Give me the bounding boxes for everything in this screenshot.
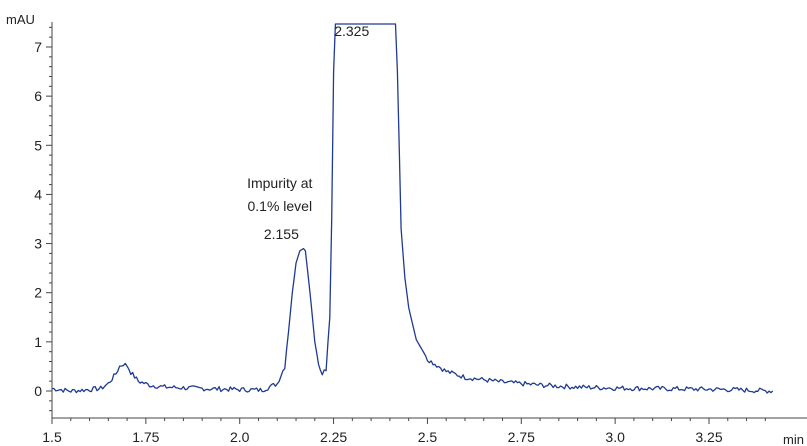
x-tick-label-0: 1.5 bbox=[42, 429, 62, 445]
impurity-annotation-line-1: Impurity at bbox=[247, 175, 312, 191]
chromatogram-trace bbox=[51, 23, 774, 394]
y-axis-label: mAU bbox=[6, 12, 35, 27]
y-tick-label-3: 3 bbox=[34, 236, 42, 252]
x-ticks: 1.5 1.75 2.0 2.25 2.5 2.75 3.0 3.25 bbox=[42, 418, 723, 445]
y-ticks: 0 1 2 3 4 5 6 7 bbox=[34, 39, 52, 399]
y-tick-label-7: 7 bbox=[34, 39, 42, 55]
x-tick-label-2: 2.0 bbox=[230, 429, 250, 445]
y-minor-ticks bbox=[49, 26, 52, 412]
x-tick-label-5: 2.75 bbox=[508, 429, 535, 445]
y-tick-label-1: 1 bbox=[34, 334, 42, 350]
x-tick-label-6: 3.0 bbox=[605, 429, 625, 445]
peak-label-impurity: 2.155 bbox=[264, 226, 299, 242]
y-tick-label-4: 4 bbox=[34, 186, 42, 202]
y-tick-label-5: 5 bbox=[34, 137, 42, 153]
y-tick-label-0: 0 bbox=[34, 383, 42, 399]
x-tick-label-1: 1.75 bbox=[132, 429, 159, 445]
x-tick-label-7: 3.25 bbox=[695, 429, 722, 445]
y-tick-label-2: 2 bbox=[34, 285, 42, 301]
y-tick-label-6: 6 bbox=[34, 88, 42, 104]
x-tick-label-4: 2.5 bbox=[418, 429, 438, 445]
axes bbox=[51, 22, 807, 419]
x-axis-label: min bbox=[783, 432, 804, 446]
x-minor-ticks bbox=[70, 418, 766, 421]
peak-label-main: 2.325 bbox=[334, 23, 369, 39]
x-tick-label-3: 2.25 bbox=[320, 429, 347, 445]
impurity-annotation-line-2: 0.1% level bbox=[247, 198, 312, 214]
